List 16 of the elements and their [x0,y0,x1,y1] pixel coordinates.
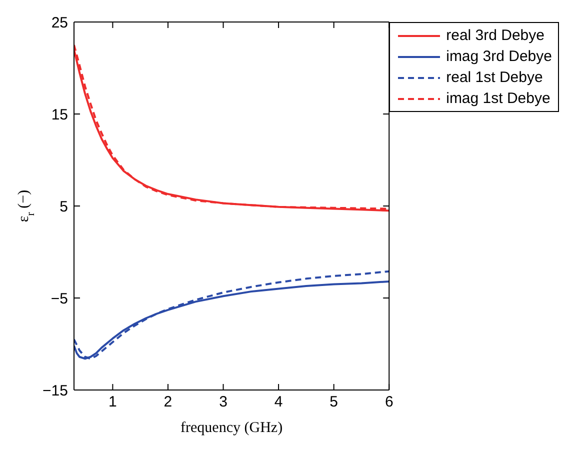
x-tick-label: 1 [108,394,117,411]
x-axis-title: frequency (GHz) [180,420,283,436]
y-tick-label: −15 [42,382,68,400]
legend-label: real 3rd Debye [446,26,544,46]
legend-label: real 1st Debye [446,68,543,88]
legend-label: imag 1st Debye [446,89,550,109]
legend-label: imag 3rd Debye [446,47,552,67]
x-tick-label: 5 [330,394,338,411]
y-tick-label: −5 [50,290,68,308]
x-tick-label: 4 [274,394,283,411]
y-tick-label: 25 [51,14,68,32]
y-tick-label: 15 [51,106,68,124]
y-tick-label: 5 [60,198,68,216]
x-tick-label: 6 [384,394,394,411]
x-tick-label: 3 [219,394,228,411]
x-tick-label: 2 [164,394,172,411]
